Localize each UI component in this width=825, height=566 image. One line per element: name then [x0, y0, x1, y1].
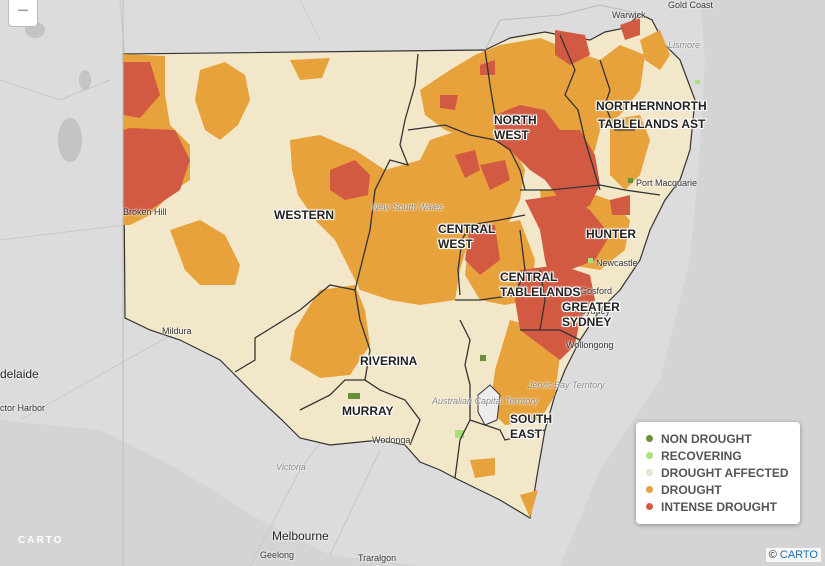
- legend-item-intense-drought: INTENSE DROUGHT: [646, 498, 790, 515]
- region-label-riverina: RIVERINA: [360, 354, 418, 368]
- legend-dot: [646, 503, 653, 510]
- region-label-western: WESTERN: [274, 208, 334, 222]
- act-boundary: [477, 384, 501, 426]
- legend-dot: [646, 435, 653, 442]
- region-label-greater-sydney: GREATER SYDNEY: [562, 300, 620, 329]
- place-wodonga: Wodonga: [372, 435, 411, 445]
- legend-label: NON DROUGHT: [661, 431, 752, 446]
- place-traralgon: Traralgon: [358, 553, 397, 563]
- attribution-link[interactable]: CARTO: [779, 549, 818, 561]
- legend-item-non-drought: NON DROUGHT: [646, 430, 790, 447]
- place-victoria: Victoria: [276, 462, 306, 472]
- legend-item-recovering: RECOVERING: [646, 447, 790, 464]
- place-broken-hill: Broken Hill: [123, 207, 167, 217]
- carto-logo: CARTO: [18, 535, 64, 546]
- place-victor-harbor: ctor Harbor: [0, 403, 46, 413]
- place-sydney: Sydney: [580, 306, 611, 316]
- place-gold-coast: Gold Coast: [668, 0, 714, 10]
- legend-item-drought-affected: DROUGHT AFFECTED: [646, 464, 790, 481]
- region-label-tablelands-east: TABLELANDS AST: [598, 117, 706, 131]
- legend-label: RECOVERING: [661, 448, 742, 463]
- legend-label: DROUGHT: [661, 482, 722, 497]
- region-label-central-west: CENTRAL WEST: [438, 222, 496, 251]
- region-label-north: NORTH: [664, 99, 707, 113]
- place-melbourne: Melbourne: [272, 529, 329, 543]
- legend: NON DROUGHT RECOVERING DROUGHT AFFECTED …: [636, 422, 800, 524]
- region-label-murray: MURRAY: [342, 404, 394, 418]
- place-wollongong: Wollongong: [566, 340, 614, 350]
- legend-label: INTENSE DROUGHT: [661, 499, 778, 514]
- place-port-macquarie: Port Macquarie: [636, 178, 698, 188]
- region-label-northern: NORTHERN: [596, 99, 664, 113]
- place-gosford: Gosford: [580, 286, 613, 296]
- legend-dot: [646, 469, 653, 476]
- place-adelaide: delaide: [0, 367, 39, 381]
- copyright-symbol: ©: [768, 549, 777, 561]
- place-new-south-wales: New South Wales: [372, 202, 444, 212]
- region-label-north-west: NORTH WEST: [494, 113, 537, 142]
- place-lismore: Lismore: [668, 40, 701, 50]
- place-act: Australian Capital Territory: [432, 396, 538, 406]
- zoom-out-button[interactable]: −: [8, 0, 38, 27]
- legend-dot: [646, 486, 653, 493]
- region-label-south-east: SOUTH EAST: [510, 412, 552, 441]
- place-geelong: Geelong: [260, 550, 295, 560]
- legend-label: DROUGHT AFFECTED: [661, 465, 789, 480]
- region-label-central-tablelands: CENTRAL TABLELANDS: [500, 270, 581, 299]
- place-mildura: Mildura: [162, 326, 192, 336]
- legend-dot: [646, 452, 653, 459]
- place-jervis-bay: Jervis Bay Territory: [528, 380, 605, 390]
- place-warwick: Warwick: [612, 10, 646, 20]
- region-label-hunter: HUNTER: [586, 227, 636, 241]
- attribution: © CARTO: [765, 548, 821, 562]
- legend-item-drought: DROUGHT: [646, 481, 790, 498]
- place-newcastle: Newcastle: [596, 258, 638, 268]
